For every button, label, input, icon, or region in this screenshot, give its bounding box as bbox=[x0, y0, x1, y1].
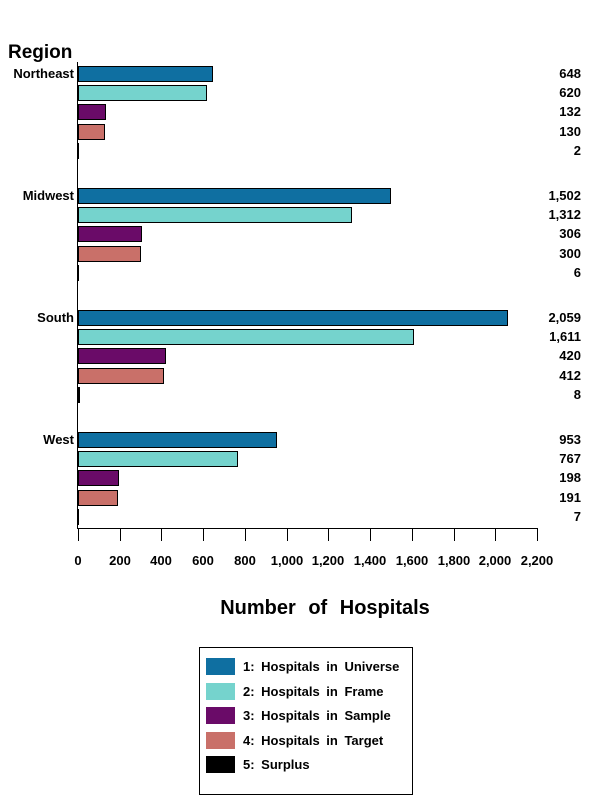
category-label-west: West bbox=[43, 432, 74, 447]
value-label-frame-south: 1,611 bbox=[549, 329, 581, 344]
category-label-midwest: Midwest bbox=[22, 188, 74, 203]
bar-frame-west bbox=[78, 451, 238, 467]
x-tick bbox=[287, 528, 288, 541]
x-tick bbox=[495, 528, 496, 541]
legend-swatch-universe bbox=[206, 658, 235, 675]
x-axis-line bbox=[77, 528, 538, 529]
bar-surplus-midwest bbox=[78, 265, 80, 281]
x-tick bbox=[537, 528, 538, 541]
legend-label-frame: 2: Hospitals in Frame bbox=[243, 684, 384, 699]
x-tick bbox=[245, 528, 246, 541]
bar-target-west bbox=[78, 490, 118, 506]
bar-surplus-west bbox=[78, 509, 80, 525]
legend-label-surplus: 5: Surplus bbox=[243, 757, 310, 772]
legend-swatch-surplus bbox=[206, 756, 235, 773]
value-label-sample-west: 198 bbox=[559, 470, 581, 485]
x-tick bbox=[454, 528, 455, 541]
legend-swatch-sample bbox=[206, 707, 235, 724]
legend-item-sample: 3: Hospitals in Sample bbox=[206, 707, 391, 724]
x-tick bbox=[328, 528, 329, 541]
x-tick-label: 1,400 bbox=[353, 553, 387, 568]
bar-universe-northeast bbox=[78, 66, 214, 82]
x-tick bbox=[203, 528, 204, 541]
value-label-surplus-west: 7 bbox=[573, 509, 581, 524]
x-tick-label: 0 bbox=[74, 553, 82, 568]
value-label-target-west: 191 bbox=[559, 490, 581, 505]
bar-target-south bbox=[78, 368, 164, 384]
value-label-sample-south: 420 bbox=[559, 348, 581, 363]
value-label-target-midwest: 300 bbox=[559, 246, 581, 261]
x-tick-label: 1,800 bbox=[437, 553, 471, 568]
bar-universe-south bbox=[78, 310, 508, 326]
bar-sample-south bbox=[78, 348, 166, 364]
legend-label-universe: 1: Hospitals in Universe bbox=[243, 659, 400, 674]
category-label-south: South bbox=[37, 310, 74, 325]
bar-frame-midwest bbox=[78, 207, 352, 223]
x-tick bbox=[370, 528, 371, 541]
x-tick-label: 800 bbox=[234, 553, 256, 568]
x-tick-label: 2,000 bbox=[478, 553, 512, 568]
bar-surplus-northeast bbox=[78, 143, 79, 159]
legend-item-surplus: 5: Surplus bbox=[206, 756, 310, 773]
value-label-frame-midwest: 1,312 bbox=[548, 207, 581, 222]
bar-target-northeast bbox=[78, 124, 106, 140]
y-axis-line bbox=[77, 62, 78, 529]
bar-universe-midwest bbox=[78, 188, 392, 204]
value-label-frame-west: 767 bbox=[559, 451, 581, 466]
value-label-sample-midwest: 306 bbox=[559, 226, 581, 241]
x-tick bbox=[412, 528, 413, 541]
value-label-surplus-midwest: 6 bbox=[573, 265, 581, 280]
value-label-target-south: 412 bbox=[559, 368, 581, 383]
x-tick-label: 2,200 bbox=[520, 553, 554, 568]
legend-item-frame: 2: Hospitals in Frame bbox=[206, 683, 383, 700]
bar-universe-west bbox=[78, 432, 277, 448]
value-label-surplus-northeast: 2 bbox=[573, 143, 581, 158]
legend-swatch-frame bbox=[206, 683, 235, 700]
value-label-surplus-south: 8 bbox=[573, 387, 581, 402]
x-tick-label: 1,000 bbox=[270, 553, 304, 568]
legend-item-universe: 1: Hospitals in Universe bbox=[206, 658, 399, 675]
region-axis-title: Region bbox=[8, 42, 73, 63]
bar-sample-midwest bbox=[78, 226, 142, 242]
x-tick-label: 200 bbox=[109, 553, 131, 568]
legend-item-target: 4: Hospitals in Target bbox=[206, 732, 383, 749]
value-label-frame-northeast: 620 bbox=[559, 85, 581, 100]
x-tick bbox=[120, 528, 121, 541]
bar-frame-south bbox=[78, 329, 415, 345]
value-label-target-northeast: 130 bbox=[559, 124, 581, 139]
x-axis-title: Number of Hospitals bbox=[220, 597, 430, 619]
x-tick bbox=[161, 528, 162, 541]
x-tick-label: 600 bbox=[192, 553, 214, 568]
bar-surplus-south bbox=[78, 387, 80, 403]
legend: 1: Hospitals in Universe 2: Hospitals in… bbox=[199, 647, 413, 795]
x-tick-label: 1,200 bbox=[311, 553, 345, 568]
bar-target-midwest bbox=[78, 246, 141, 262]
legend-label-sample: 3: Hospitals in Sample bbox=[243, 708, 391, 723]
x-tick-label: 400 bbox=[150, 553, 172, 568]
category-label-northeast: Northeast bbox=[13, 66, 74, 81]
x-tick-label: 1,600 bbox=[395, 553, 429, 568]
value-label-sample-northeast: 132 bbox=[559, 104, 581, 119]
bar-sample-west bbox=[78, 470, 120, 486]
value-label-universe-west: 953 bbox=[559, 432, 581, 447]
legend-label-target: 4: Hospitals in Target bbox=[243, 733, 384, 748]
bar-sample-northeast bbox=[78, 104, 106, 120]
legend-swatch-target bbox=[206, 732, 235, 749]
value-label-universe-northeast: 648 bbox=[559, 66, 581, 81]
value-label-universe-south: 2,059 bbox=[548, 310, 581, 325]
value-label-universe-midwest: 1,502 bbox=[548, 188, 581, 203]
bar-frame-northeast bbox=[78, 85, 208, 101]
x-tick bbox=[78, 528, 79, 541]
